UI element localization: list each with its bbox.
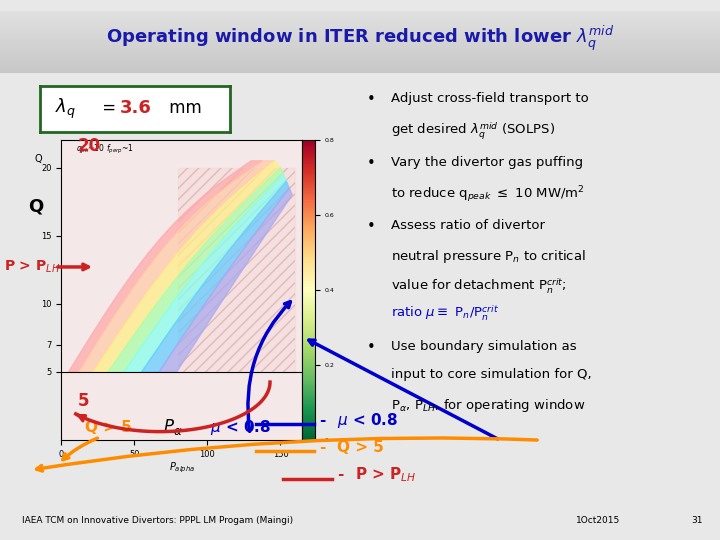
Text: neutral pressure P$_n$ to critical: neutral pressure P$_n$ to critical	[391, 248, 586, 265]
Text: 1Oct2015: 1Oct2015	[576, 516, 620, 525]
Text: IAEA TCM on Innovative Divertors: PPPL LM Progam (Maingi): IAEA TCM on Innovative Divertors: PPPL L…	[22, 516, 293, 525]
X-axis label: $P_{alpha}$: $P_{alpha}$	[168, 460, 195, 475]
Text: P$_\alpha$, P$_{LH}$, for operating window: P$_\alpha$, P$_{LH}$, for operating wind…	[391, 397, 585, 414]
Text: $\mu$ < 0.8: $\mu$ < 0.8	[337, 411, 398, 430]
Text: $\lambda_q$: $\lambda_q$	[55, 96, 76, 120]
Text: •: •	[367, 219, 376, 234]
Text: get desired $\lambda_q^{mid}$ (SOLPS): get desired $\lambda_q^{mid}$ (SOLPS)	[391, 121, 555, 143]
Text: •: •	[367, 92, 376, 107]
Text: •: •	[367, 156, 376, 171]
Text: Operating window in ITER reduced with lower $\lambda_q^{mid}$: Operating window in ITER reduced with lo…	[106, 24, 614, 53]
Polygon shape	[94, 161, 281, 372]
Text: 20: 20	[78, 137, 101, 155]
Text: Assess ratio of divertor: Assess ratio of divertor	[391, 219, 545, 232]
Text: Q > 5: Q > 5	[337, 440, 384, 455]
Polygon shape	[178, 167, 295, 372]
Polygon shape	[142, 181, 289, 372]
Text: Q: Q	[35, 154, 42, 164]
Text: to reduce q$_{peak}$ $\leq$ 10 MW/m$^2$: to reduce q$_{peak}$ $\leq$ 10 MW/m$^2$	[391, 184, 585, 205]
Polygon shape	[78, 161, 274, 372]
Text: •: •	[367, 340, 376, 355]
Text: P > P$_{LH}$: P > P$_{LH}$	[355, 465, 416, 484]
Text: 31: 31	[691, 516, 703, 525]
Polygon shape	[68, 161, 263, 372]
Text: ratio $\mu \equiv$ P$_n$/P$_n^{crit}$: ratio $\mu \equiv$ P$_n$/P$_n^{crit}$	[391, 304, 499, 323]
Polygon shape	[124, 174, 287, 372]
Text: -: -	[319, 440, 325, 455]
Text: -: -	[319, 413, 325, 428]
Polygon shape	[108, 167, 284, 372]
Text: Q: Q	[28, 198, 43, 216]
Text: =: =	[96, 99, 121, 117]
Text: 5: 5	[78, 392, 89, 410]
Text: Adjust cross-field transport to: Adjust cross-field transport to	[391, 92, 589, 105]
Text: input to core simulation for Q,: input to core simulation for Q,	[391, 368, 592, 381]
Text: 3.6: 3.6	[120, 99, 152, 117]
Text: $q_{pk}$~10 $f_{perp}$~1: $q_{pk}$~10 $f_{perp}$~1	[76, 143, 133, 156]
Text: value for detachment P$_n^{crit}$;: value for detachment P$_n^{crit}$;	[391, 276, 567, 296]
Text: -: -	[337, 467, 343, 482]
Text: mm: mm	[163, 99, 202, 117]
Text: Q > 5: Q > 5	[85, 420, 132, 435]
Text: Use boundary simulation as: Use boundary simulation as	[391, 340, 577, 353]
Text: $\mu$ < 0.8: $\mu$ < 0.8	[210, 417, 271, 437]
Text: Vary the divertor gas puffing: Vary the divertor gas puffing	[391, 156, 583, 168]
Text: $P_\alpha$: $P_\alpha$	[163, 417, 183, 437]
Polygon shape	[159, 188, 292, 372]
Text: P > P$_{LH}$: P > P$_{LH}$	[4, 259, 60, 275]
